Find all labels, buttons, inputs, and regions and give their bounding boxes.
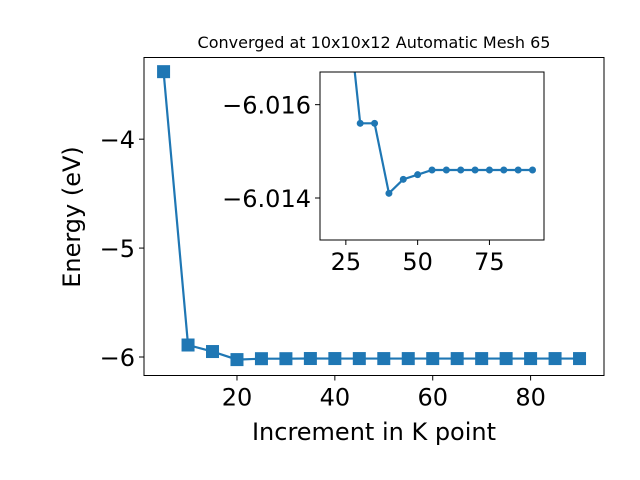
inset-marks [353, 72, 537, 197]
main-data-point [328, 352, 342, 366]
main-data-point [230, 353, 244, 367]
inset-data-point [399, 175, 407, 183]
main-data-point [524, 352, 538, 366]
inset-x-tick-label: 50 [402, 248, 433, 276]
main-data-point [279, 352, 293, 366]
inset-y-tick-label: −6.014 [222, 185, 311, 213]
main-x-tick-label: 60 [417, 384, 448, 412]
main-data-point [352, 352, 366, 366]
main-axes-frame [143, 57, 605, 376]
main-data-point [254, 352, 268, 366]
inset-y-tick-label: −6.016 [222, 92, 311, 120]
inset-data-point [414, 171, 422, 179]
inset-data-point [356, 119, 364, 127]
inset-background [320, 72, 544, 240]
main-data-point [573, 352, 587, 366]
chart-title: Converged at 10x10x12 Automatic Mesh 65 [198, 33, 551, 52]
inset-ticks: 25 50 75 −6.016 −6.014 [222, 92, 505, 276]
inset-data-point [442, 166, 450, 174]
main-y-tick-label: −5 [100, 235, 135, 263]
inset-x-tick-label: 75 [474, 248, 505, 276]
main-data-point [181, 338, 195, 352]
main-marks [157, 65, 587, 367]
inset-data-point [385, 189, 393, 197]
inset-data-point [457, 166, 465, 174]
inset-data-point [471, 166, 479, 174]
main-x-tick-label: 20 [222, 384, 253, 412]
main-data-point [206, 345, 220, 359]
inset-data-point [371, 119, 379, 127]
main-data-point [450, 352, 464, 366]
main-y-tick-label: −4 [100, 126, 135, 154]
main-data-point [499, 352, 513, 366]
main-data-point [401, 352, 415, 366]
main-x-tick-label: 80 [515, 384, 546, 412]
main-y-tick-label: −6 [100, 344, 135, 372]
main-data-point [157, 65, 171, 79]
main-data-point [377, 352, 391, 366]
inset-data-point [500, 166, 508, 174]
main-data-point [475, 352, 489, 366]
inset-plot: 25 50 75 −6.016 −6.014 [222, 71, 545, 276]
inset-data-point [529, 166, 537, 174]
main-ticks: 20 40 60 80 −6 −5 −4 [100, 126, 546, 411]
inset-data-point [514, 166, 522, 174]
main-data-point [426, 352, 440, 366]
inset-data-point [428, 166, 436, 174]
inset-data-point [485, 166, 493, 174]
inset-x-tick-label: 25 [331, 248, 362, 276]
y-axis-label: Energy (eV) [58, 146, 86, 288]
inset-axes-frame [319, 71, 545, 241]
main-data-point [548, 352, 562, 366]
x-axis-label: Increment in K point [252, 418, 496, 446]
main-x-tick-label: 40 [320, 384, 351, 412]
main-data-point [303, 352, 317, 366]
main-plot: 20 40 60 80 −6 −5 −4 [100, 57, 605, 412]
